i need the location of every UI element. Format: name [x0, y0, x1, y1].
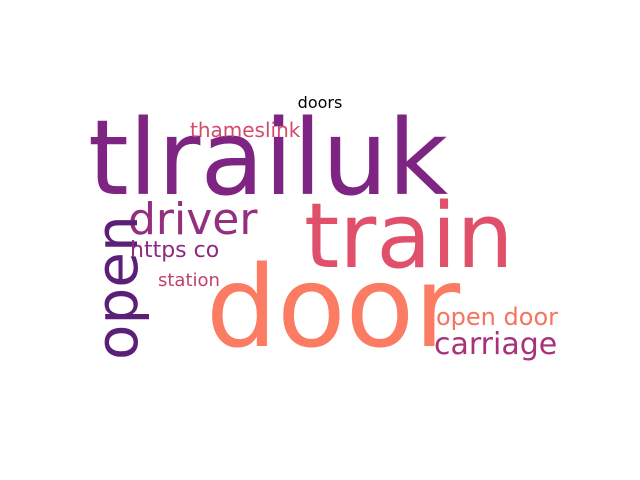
word-train: train — [304, 184, 514, 289]
word-open-door: open door — [436, 303, 558, 331]
word-https-co: https co — [130, 238, 220, 263]
word-open: open — [83, 215, 151, 360]
word-door: door — [206, 243, 461, 373]
word-thameslink: thameslink — [190, 118, 301, 142]
word-tlrailuk: tlrailuk — [88, 97, 449, 219]
wordcloud-title: doors — [297, 93, 343, 112]
word-station: station — [158, 270, 220, 291]
word-driver: driver — [128, 194, 258, 245]
word-carriage: carriage — [434, 327, 558, 362]
